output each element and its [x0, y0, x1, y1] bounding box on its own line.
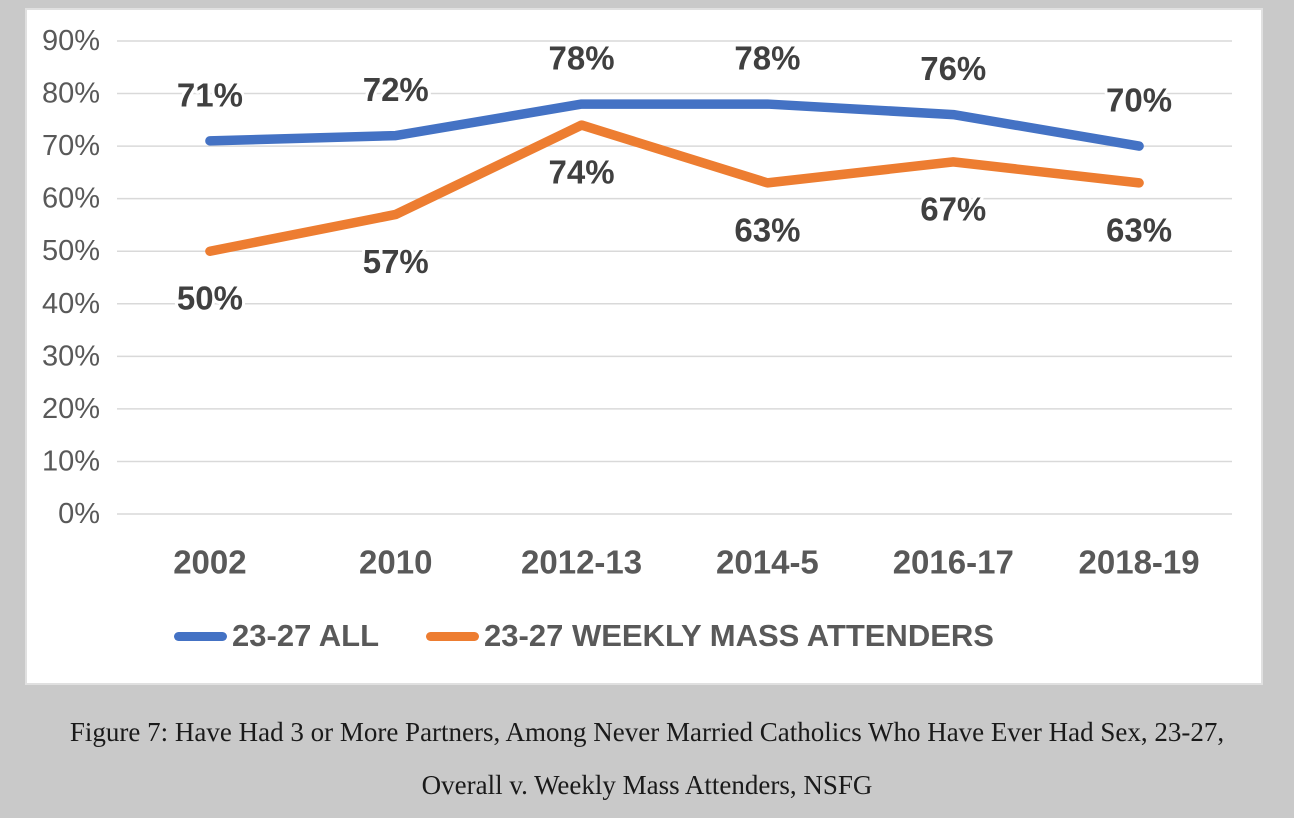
x-axis-label: 2012-13	[521, 544, 642, 581]
x-axis-label: 2014-5	[716, 544, 819, 581]
series-line-weekly	[205, 120, 1144, 256]
data-label: 78%	[549, 40, 615, 77]
data-label: 70%	[1106, 82, 1172, 119]
chart-legend: 23-27 ALL 23-27 WEEKLY MASS ATTENDERS	[0, 618, 1201, 654]
x-axis-label: 2016-17	[893, 544, 1014, 581]
data-label: 72%	[363, 71, 429, 108]
caption-line-1: Figure 7: Have Had 3 or More Partners, A…	[69, 717, 1225, 747]
y-axis-tick-label: 0%	[58, 498, 100, 530]
legend-item-all: 23-27 ALL	[174, 618, 379, 654]
data-label: 50%	[177, 280, 243, 317]
y-axis-tick-label: 10%	[42, 445, 100, 477]
figure-caption: Figure 7: Have Had 3 or More Partners, A…	[0, 706, 1294, 812]
y-axis-tick-label: 90%	[42, 25, 100, 57]
line-chart-svg: 0% 10% 20% 30% 40% 50% 60% 70% 80% 90% 2002 2010 201…	[42, 25, 1232, 581]
legend-line-swatch-all	[174, 631, 228, 641]
x-axis-label: 2002	[173, 544, 246, 581]
y-axis-tick-label: 20%	[42, 393, 100, 425]
caption-line-2: Overall v. Weekly Mass Attenders, NSFG	[421, 770, 873, 800]
data-label: 76%	[920, 50, 986, 87]
y-axis-tick-label: 60%	[42, 183, 100, 215]
data-label: 63%	[1106, 211, 1172, 248]
data-label: 67%	[920, 190, 986, 227]
legend-line-swatch-weekly	[426, 631, 480, 641]
legend-label-weekly: 23-27 WEEKLY MASS ATTENDERS	[484, 618, 994, 653]
data-label: 57%	[363, 243, 429, 280]
y-axis-tick-label: 40%	[42, 288, 100, 320]
data-label: 63%	[734, 211, 800, 248]
x-axis-label: 2010	[359, 544, 432, 581]
y-axis-tick-label: 50%	[42, 235, 100, 267]
y-axis-tick-label: 30%	[42, 340, 100, 372]
y-axis-tick-label: 70%	[42, 130, 100, 162]
data-label: 78%	[734, 40, 800, 77]
series-line-all	[205, 99, 1144, 151]
legend-label-all: 23-27 ALL	[232, 618, 380, 653]
legend-item-weekly: 23-27 WEEKLY MASS ATTENDERS	[426, 618, 994, 654]
data-label: 74%	[549, 154, 615, 191]
y-axis-tick-label: 80%	[42, 78, 100, 110]
data-label: 71%	[177, 76, 243, 113]
chart-card: 0% 10% 20% 30% 40% 50% 60% 70% 80% 90% 2002 2010 201…	[25, 8, 1263, 685]
x-axis-label: 2018-19	[1079, 544, 1200, 581]
